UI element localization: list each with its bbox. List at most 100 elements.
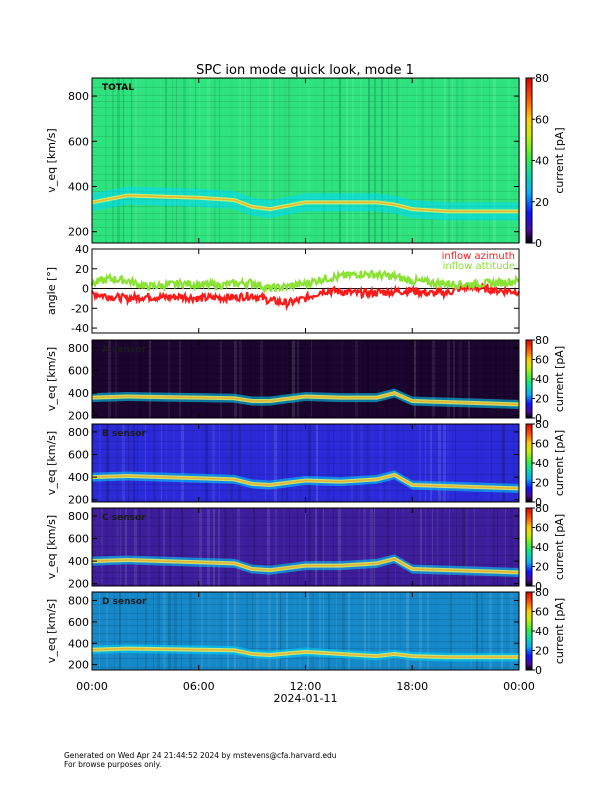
colorbar-tick-label: 40 xyxy=(535,373,549,386)
heatmap-stripe xyxy=(316,78,317,243)
panel-label: C sensor xyxy=(102,513,146,523)
colorbar xyxy=(525,507,533,587)
heatmap-stripe xyxy=(181,424,184,502)
heatmap-stripe xyxy=(286,592,288,670)
heatmap-stripe xyxy=(481,424,482,502)
heatmap-stripe xyxy=(299,592,301,670)
heatmap-band xyxy=(92,613,519,614)
heatmap-stripe xyxy=(239,78,241,243)
panel-label: TOTAL xyxy=(102,83,134,93)
heatmap-stripe xyxy=(273,78,275,243)
heatmap-stripe xyxy=(294,592,295,670)
heatmap-stripe xyxy=(161,424,162,502)
heatmap-band xyxy=(92,235,519,236)
heatmap-stripe xyxy=(173,508,174,586)
heatmap-stripe xyxy=(280,592,281,670)
heatmap-stripe xyxy=(279,78,280,243)
heatmap-stripe xyxy=(463,340,464,418)
heatmap-stripe xyxy=(131,78,132,243)
heatmap-stripe xyxy=(474,508,475,586)
heatmap-band xyxy=(92,525,519,526)
heatmap-stripe xyxy=(309,508,311,586)
heatmap-stripe xyxy=(297,508,298,586)
colorbar-tick-label: 20 xyxy=(535,477,549,490)
heatmap-band xyxy=(92,463,519,464)
heatmap-band xyxy=(92,115,519,116)
heatmap-band xyxy=(92,358,519,359)
heatmap-stripe xyxy=(92,340,95,418)
heatmap-stripe xyxy=(282,340,283,418)
colorbar-tick-label: 0 xyxy=(535,664,542,677)
heatmap-stripe xyxy=(368,78,370,243)
heatmap-stripe xyxy=(169,508,171,586)
heatmap-stripe xyxy=(459,340,462,418)
heatmap-stripe xyxy=(481,592,483,670)
heatmap-stripe xyxy=(326,340,328,418)
heatmap-stripe xyxy=(147,508,150,586)
heatmap-stripe xyxy=(173,340,174,418)
heatmap-band xyxy=(92,87,519,88)
heatmap-stripe xyxy=(112,78,114,243)
heatmap-stripe xyxy=(105,508,108,586)
heatmap-stripe xyxy=(364,592,366,670)
heatmap-band xyxy=(92,578,519,579)
heatmap-stripe xyxy=(145,78,147,243)
colorbar-tick-label: 40 xyxy=(535,625,549,638)
heatmap-stripe xyxy=(346,78,348,243)
heatmap-stripe xyxy=(468,424,469,502)
heatmap-band xyxy=(92,641,519,642)
heatmap-band xyxy=(92,474,519,475)
heatmap-stripe xyxy=(368,592,370,670)
heatmap-stripe xyxy=(500,78,501,243)
y-tick-label: 200 xyxy=(68,494,89,507)
heatmap-stripe xyxy=(157,592,160,670)
heatmap-stripe xyxy=(245,424,248,502)
heatmap-stripe xyxy=(97,78,99,243)
heatmap-band xyxy=(92,191,519,192)
heatmap-stripe xyxy=(301,340,303,418)
heatmap-stripe xyxy=(432,340,435,418)
colorbar-tick-label: 20 xyxy=(535,393,549,406)
heatmap-stripe xyxy=(388,78,389,243)
heatmap-band xyxy=(92,441,519,442)
heatmap-stripe xyxy=(199,424,201,502)
y-tick-label: 800 xyxy=(68,510,89,523)
heatmap-stripe xyxy=(489,592,492,670)
heatmap-stripe xyxy=(380,508,381,586)
heatmap-stripe xyxy=(374,508,375,586)
heatmap-band xyxy=(92,373,519,374)
heatmap-stripe xyxy=(163,592,166,670)
heatmap-stripe xyxy=(216,592,217,670)
heatmap-stripe xyxy=(405,340,408,418)
heatmap-stripe xyxy=(234,340,237,418)
heatmap-stripe xyxy=(212,424,215,502)
heatmap-band xyxy=(92,126,519,127)
heatmap-stripe xyxy=(92,78,94,243)
heatmap-stripe xyxy=(104,340,107,418)
heatmap-stripe xyxy=(112,508,114,586)
heatmap-stripe xyxy=(388,424,391,502)
heatmap-stripe xyxy=(221,592,222,670)
heatmap-stripe xyxy=(344,508,346,586)
heatmap-band xyxy=(92,517,519,518)
y-tick-label: 600 xyxy=(68,616,89,629)
heatmap-stripe xyxy=(116,424,119,502)
heatmap-stripe xyxy=(375,592,377,670)
heatmap-stripe xyxy=(404,78,407,243)
heatmap-band xyxy=(92,658,519,659)
heatmap-stripe xyxy=(376,340,378,418)
y-tick-label: 400 xyxy=(68,637,89,650)
heatmap-stripe xyxy=(323,508,324,586)
heatmap-stripe xyxy=(194,508,197,586)
heatmap-stripe xyxy=(395,592,396,670)
colorbar-tick-label: 0 xyxy=(535,237,542,250)
heatmap-stripe xyxy=(379,424,382,502)
heatmap-stripe xyxy=(392,424,394,502)
heatmap-stripe xyxy=(444,78,446,243)
heatmap-stripe xyxy=(403,424,404,502)
heatmap-stripe xyxy=(448,78,450,243)
colorbar-tick-label: 0 xyxy=(535,580,542,593)
heatmap-stripe xyxy=(456,78,458,243)
heatmap-stripe xyxy=(269,78,271,243)
